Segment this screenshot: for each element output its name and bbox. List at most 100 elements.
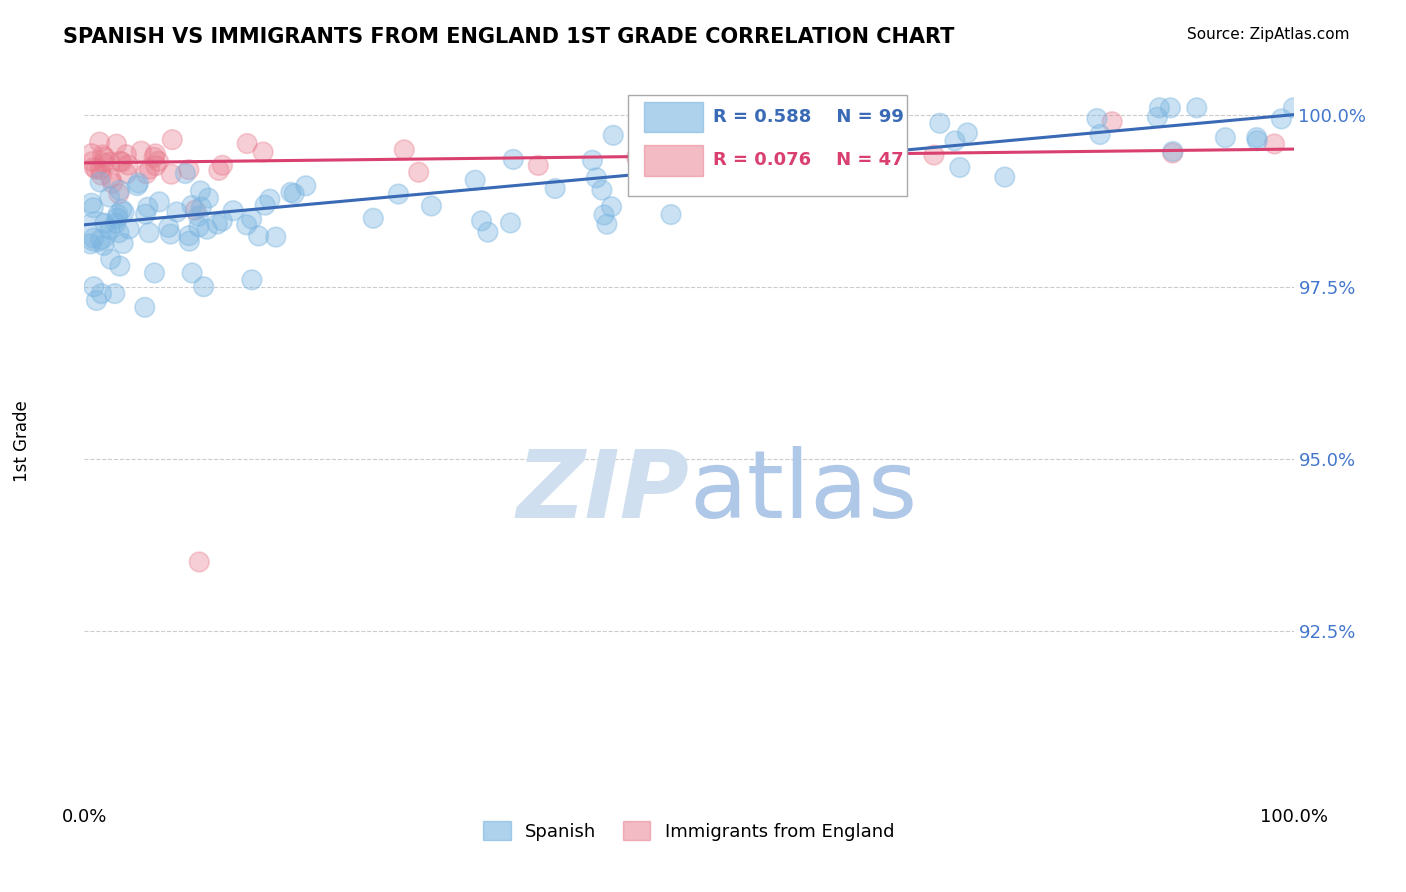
Point (464, 173, 486, 187)
Point (148, 194, 170, 209)
Point (876, 146, 898, 161)
Point (1263, 136, 1285, 151)
Point (208, 163, 231, 178)
Point (93, 238, 115, 252)
Point (166, 205, 188, 219)
Point (101, 176, 124, 190)
FancyBboxPatch shape (644, 145, 703, 176)
Point (179, 234, 201, 248)
Point (134, 207, 156, 221)
Point (197, 191, 219, 205)
Point (111, 202, 134, 217)
Point (118, 222, 141, 236)
Text: atlas: atlas (689, 446, 917, 538)
Point (90, 286, 112, 301)
Point (187, 209, 209, 223)
Point (107, 207, 129, 221)
Point (134, 301, 156, 315)
Point (160, 167, 183, 181)
Legend: Spanish, Immigrants from England: Spanish, Immigrants from England (477, 814, 901, 848)
Point (127, 178, 149, 193)
Point (626, 150, 648, 164)
Point (179, 228, 201, 243)
Point (502, 153, 524, 167)
Point (187, 219, 209, 234)
Point (1159, 101, 1181, 115)
Point (1085, 112, 1108, 126)
Point (79, 236, 101, 251)
Point (240, 211, 263, 226)
Point (83, 231, 105, 245)
Point (184, 203, 207, 218)
Point (794, 157, 817, 171)
Point (80, 196, 103, 211)
Point (188, 555, 211, 569)
Point (280, 186, 302, 200)
Point (596, 217, 619, 231)
Point (143, 150, 166, 164)
Point (108, 226, 131, 240)
Point (108, 259, 131, 273)
Point (180, 198, 202, 212)
FancyBboxPatch shape (644, 102, 703, 132)
Point (143, 266, 166, 280)
Point (162, 133, 184, 147)
Point (136, 200, 159, 214)
Point (108, 183, 131, 197)
Point (825, 140, 848, 154)
Point (602, 128, 624, 143)
Point (90, 233, 112, 247)
Point (591, 183, 613, 197)
Point (247, 229, 270, 244)
Point (949, 161, 972, 175)
Point (259, 192, 281, 206)
Point (86, 293, 108, 308)
Text: R = 0.588    N = 99: R = 0.588 N = 99 (713, 108, 904, 126)
Point (240, 273, 263, 287)
Point (105, 137, 128, 152)
Text: ZIP: ZIP (516, 446, 689, 538)
Point (581, 153, 603, 168)
Point (145, 146, 167, 161)
Point (211, 214, 233, 228)
Point (115, 167, 138, 181)
Point (408, 165, 430, 179)
Point (112, 205, 135, 219)
Text: SPANISH VS IMMIGRANTS FROM ENGLAND 1ST GRADE CORRELATION CHART: SPANISH VS IMMIGRANTS FROM ENGLAND 1ST G… (63, 27, 955, 46)
Point (1185, 101, 1208, 115)
Point (928, 116, 950, 130)
Point (104, 216, 127, 230)
Point (94, 150, 117, 164)
Point (585, 170, 607, 185)
Text: Source: ZipAtlas.com: Source: ZipAtlas.com (1187, 27, 1350, 42)
Point (207, 217, 229, 231)
Point (1149, 101, 1171, 115)
Point (1246, 134, 1268, 148)
Point (83, 161, 105, 175)
Point (190, 200, 212, 214)
Point (145, 159, 167, 173)
Point (1161, 145, 1184, 159)
Text: R = 0.076    N = 47: R = 0.076 N = 47 (713, 152, 904, 169)
Point (994, 169, 1017, 184)
Point (108, 154, 131, 169)
Point (138, 226, 160, 240)
Point (94, 216, 117, 230)
Point (93, 156, 115, 170)
Point (80, 146, 103, 161)
Point (89, 175, 111, 189)
Point (82, 201, 104, 215)
Point (181, 266, 204, 280)
Point (1146, 110, 1168, 124)
Point (112, 236, 135, 251)
Point (499, 216, 522, 230)
Point (89, 135, 111, 149)
Point (129, 144, 152, 158)
Point (283, 186, 305, 201)
Point (89, 162, 111, 177)
Point (842, 154, 865, 169)
Point (778, 125, 800, 139)
Point (252, 145, 274, 159)
Point (394, 143, 416, 157)
Point (159, 227, 181, 241)
